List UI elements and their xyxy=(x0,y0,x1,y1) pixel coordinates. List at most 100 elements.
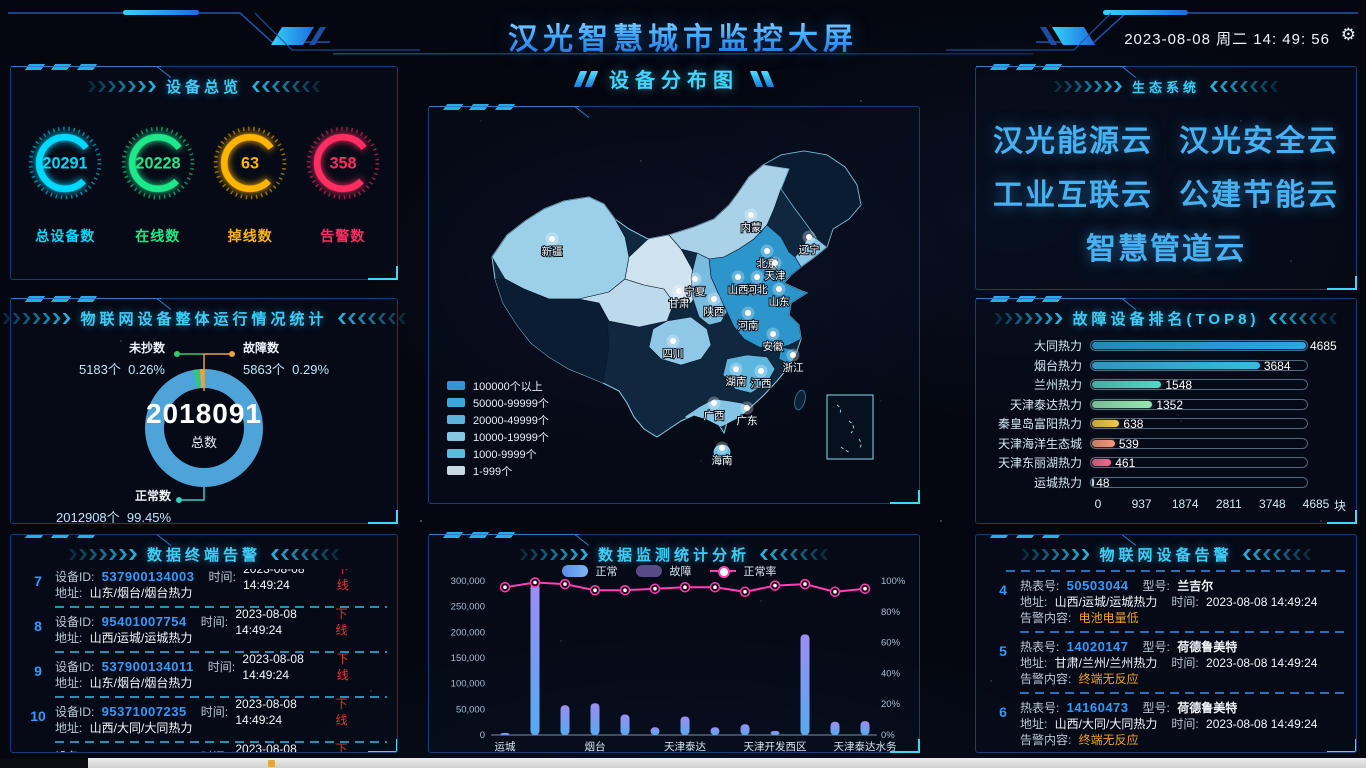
svg-text:100%: 100% xyxy=(881,576,906,587)
legend-rate-symbol xyxy=(709,565,736,578)
map-legend: 100000个以上 50000-99999个 20000-49999个 10000-1… xyxy=(447,377,549,479)
map-subtitle-wrap: 设备分布图 xyxy=(428,64,920,93)
terminal-alert-row: 10 设备ID: 95371007235 时间: 2023-08-08 14:4… xyxy=(30,697,348,735)
svg-text:20%: 20% xyxy=(881,699,901,710)
svg-text:河南: 河南 xyxy=(738,319,759,332)
svg-text:50,000: 50,000 xyxy=(456,704,485,715)
chevrons-right-icon xyxy=(68,549,137,560)
svg-text:100,000: 100,000 xyxy=(451,679,485,690)
taskbar-surface[interactable] xyxy=(88,758,1366,768)
iot-stats-panel: 物联网设备整体运行情况统计 2018091 总数 未抄数 5183个 0.26%… xyxy=(2,298,398,525)
iot-alerts-panel: 物联网设备告警 4 热表号: 50503044 型号: 兰吉尔 地址: 山西/运… xyxy=(975,534,1357,753)
gauge-0: 20291 总设备数 xyxy=(20,119,110,246)
page-title: 汉光智慧城市监控大屏 xyxy=(0,14,1366,58)
datetime: 2023-08-08 周二 14: 49: 56 xyxy=(1124,31,1330,48)
fault-ranking-row: 大同热力 4685 xyxy=(1033,339,1337,353)
iot-alert-list: 4 热表号: 50503044 型号: 兰吉尔 地址: 山西/运城/运城热力 时… xyxy=(986,565,1346,748)
map-legend-item: 100000个以上 xyxy=(447,377,549,394)
header: 汉光智慧城市监控大屏 2023-08-08 周二 14: 49: 56 ⚙ xyxy=(0,0,1366,62)
panel-title-iot-stats: 物联网设备整体运行情况统计 xyxy=(80,311,328,328)
map-panel: 新疆 内蒙 辽宁 北京 天津 河北 山西 宁夏 甘肃 xyxy=(428,106,920,504)
svg-text:陕西: 陕西 xyxy=(704,305,725,318)
svg-text:山东: 山东 xyxy=(769,295,790,308)
panel-title-device-overview: 设备总览 xyxy=(165,79,242,96)
gauge-3: 358 告警数 xyxy=(298,119,388,246)
ecosystem-item-4: 智慧管道云 xyxy=(1086,233,1246,266)
svg-text:山西: 山西 xyxy=(728,284,749,296)
svg-text:甘肃: 甘肃 xyxy=(669,297,690,310)
fault-ranking-row: 秦皇岛富阳热力 638 xyxy=(990,417,1346,431)
taiwan-island xyxy=(794,389,806,411)
fault-ranking-row: 兰州热力 1548 xyxy=(990,378,1346,392)
fault-ranking-axis: 0 937 1874 2811 3748 4685 块 xyxy=(1094,497,1347,513)
iot-alert-row: 6 热表号: 14160473 型号: 荷德鲁美特 地址: 山西/大同/大同热力… xyxy=(999,700,1318,747)
svg-text:湖南: 湖南 xyxy=(726,375,747,388)
iot-alert-row: 5 热表号: 14020147 型号: 荷德鲁美特 地址: 甘肃/兰州/兰州热力… xyxy=(999,639,1318,686)
device-overview-panel: 设备总览 20291 总设备数 20228 在线数 63 掉线数 358 xyxy=(10,66,398,280)
map-subtitle: 设备分布图 xyxy=(609,70,739,92)
ecosystem-item-3: 公建节能云 xyxy=(1179,179,1339,212)
svg-text:20291: 20291 xyxy=(43,155,88,173)
svg-text:250,000: 250,000 xyxy=(451,602,485,613)
svg-text:浙江: 浙江 xyxy=(783,362,804,374)
fault-ranking-row: 天津海洋生态城 539 xyxy=(990,437,1346,451)
fault-ranking-row: 天津东丽湖热力 461 xyxy=(990,456,1346,470)
ecosystem-panel: 生态系统 汉光能源云 汉光安全云 工业互联云 公建节能云 智慧管道云 xyxy=(975,66,1357,290)
fault-ranking-panel: 故障设备排名(TOP8) 大同热力 4685 烟台热力 3684 兰州热力 15… xyxy=(975,298,1357,524)
south-china-sea-inset xyxy=(826,394,874,460)
chevrons-left-icon xyxy=(1269,313,1337,324)
map-legend-item: 1000-9999个 xyxy=(447,445,549,462)
svg-text:20228: 20228 xyxy=(135,155,180,173)
svg-text:40%: 40% xyxy=(881,668,901,679)
svg-text:80%: 80% xyxy=(881,607,901,618)
svg-text:宁夏: 宁夏 xyxy=(685,285,706,298)
chevrons-left-icon xyxy=(1243,549,1311,560)
callout-unread: 未抄数 5183个 0.26% xyxy=(78,341,165,377)
callout-fault: 故障数 5863个 0.29% xyxy=(243,341,330,377)
svg-text:0%: 0% xyxy=(881,730,895,741)
svg-text:广东: 广东 xyxy=(737,414,758,427)
chevrons-right-icon xyxy=(1021,549,1090,560)
panel-title-fault-ranking: 故障设备排名(TOP8) xyxy=(1072,311,1260,328)
gauge-1: 20228 在线数 xyxy=(113,119,203,246)
donut-total-value: 2018091 xyxy=(145,398,262,429)
iot-alert-row: 4 热表号: 50503044 型号: 兰吉尔 地址: 山西/运城/运城热力 时… xyxy=(999,578,1318,625)
svg-text:河北: 河北 xyxy=(747,284,768,296)
chevrons-left-icon xyxy=(271,549,339,560)
slashes-right-icon xyxy=(749,70,775,87)
svg-text:300,000: 300,000 xyxy=(451,576,485,587)
svg-text:北京: 北京 xyxy=(757,257,778,270)
svg-text:63: 63 xyxy=(241,155,259,173)
terminal-alerts-panel: 数据终端告警 7 设备ID: 537900134003 时间: 2023-08-… xyxy=(10,534,398,753)
panel-title-terminal-alerts: 数据终端告警 xyxy=(146,547,261,564)
monitor-chart-legend: 正常 故障 正常率 xyxy=(429,563,919,579)
svg-text:358: 358 xyxy=(329,155,356,173)
svg-text:安徽: 安徽 xyxy=(763,340,784,353)
panel-title-monitor-chart: 数据监测统计分析 xyxy=(597,547,750,564)
svg-text:江西: 江西 xyxy=(751,378,772,390)
callout-normal: 正常数 2012908个 99.45% xyxy=(56,489,171,525)
monitor-chart: 0 50,000 100,000 150,000 200,000 250,000 300,0… xyxy=(451,576,906,753)
map-legend-item: 20000-49999个 xyxy=(447,411,549,428)
taskbar-app-icon[interactable] xyxy=(268,760,275,767)
svg-text:辽宁: 辽宁 xyxy=(799,243,820,256)
svg-text:60%: 60% xyxy=(881,638,901,649)
svg-text:海南: 海南 xyxy=(712,454,733,467)
header-decoration xyxy=(8,10,1358,55)
chevrons-left-icon xyxy=(1210,81,1278,92)
svg-text:新疆: 新疆 xyxy=(542,245,563,258)
taskbar[interactable] xyxy=(0,758,1366,768)
svg-text:运城: 运城 xyxy=(495,741,516,753)
panel-title-iot-alerts: 物联网设备告警 xyxy=(1099,547,1233,564)
ecosystem-item-0: 汉光能源云 xyxy=(993,125,1153,158)
svg-text:广西: 广西 xyxy=(704,410,725,422)
svg-text:烟台: 烟台 xyxy=(585,740,606,753)
fault-ranking-rows: 大同热力 4685 烟台热力 3684 兰州热力 1548 天津泰达热力 135… xyxy=(990,339,1346,495)
fault-ranking-row: 运城热力 48 xyxy=(990,476,1346,490)
svg-text:天津: 天津 xyxy=(765,270,786,282)
terminal-alert-row: 8 设备ID: 95401007754 时间: 2023-08-08 14:49… xyxy=(34,607,348,645)
chevrons-right-icon xyxy=(519,549,588,560)
gear-icon[interactable]: ⚙ xyxy=(1340,25,1356,44)
ecosystem-item-1: 汉光安全云 xyxy=(1179,125,1339,158)
svg-text:天津开发西区: 天津开发西区 xyxy=(744,740,807,753)
